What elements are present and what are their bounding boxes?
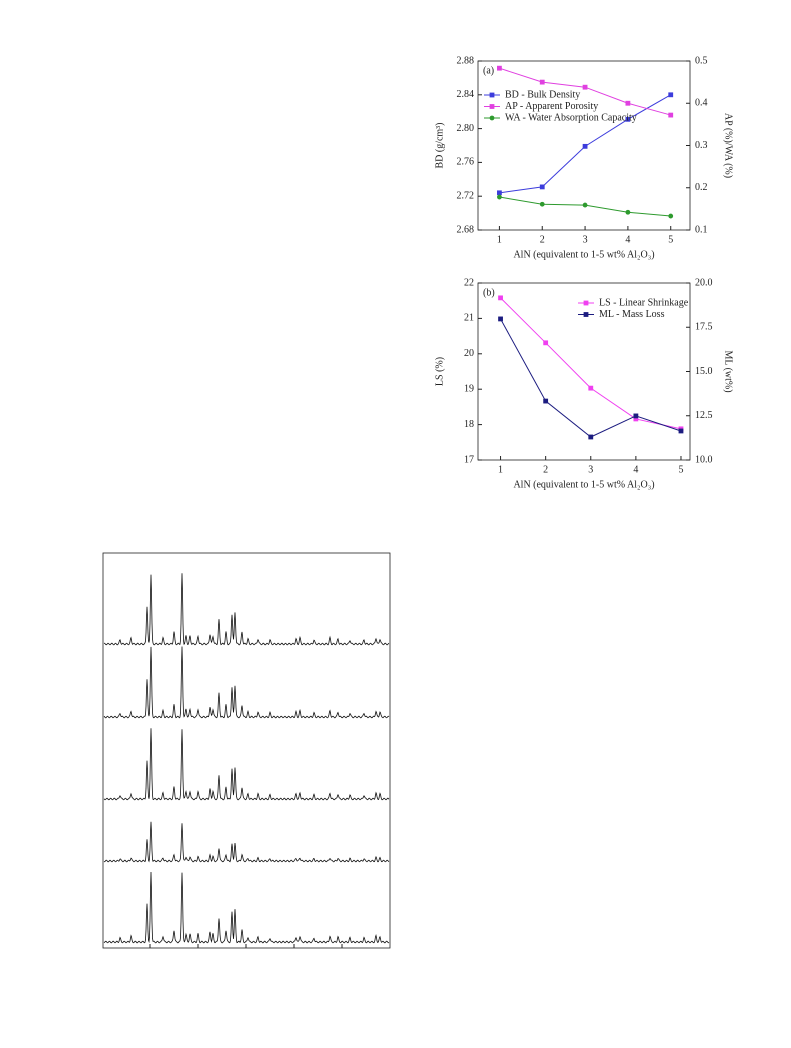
y2-tick-label: 0.5: [695, 55, 708, 66]
x-tick-label: 1: [498, 464, 503, 475]
legend-label: ML - Mass Loss: [599, 309, 665, 320]
marker: [668, 112, 674, 118]
y-tick-label: 18: [464, 419, 474, 430]
marker: [498, 295, 503, 301]
marker: [497, 65, 502, 71]
y-tick-label: 20: [464, 348, 474, 359]
marker: [625, 116, 631, 122]
x-tick-label: 5: [668, 234, 673, 245]
marker: [582, 84, 588, 90]
legend-label: LS - Linear Shrinkage: [599, 297, 689, 308]
marker: [543, 340, 549, 346]
y-tick-label: 21: [464, 313, 474, 324]
y2-tick-label: 12.5: [695, 410, 713, 421]
y-tick-label: 22: [464, 277, 474, 288]
xrd-patterns: [103, 573, 390, 948]
marker: [633, 416, 639, 422]
x-axis-label: AlN (equivalent to 1-5 wt% Al₂O₃): [513, 249, 654, 260]
marker: [633, 413, 639, 419]
y2-tick-label: 0.1: [695, 224, 708, 235]
x-axis-label: AlN (equivalent to 1-5 wt% Al₂O₃): [513, 479, 654, 490]
marker: [668, 92, 674, 98]
y-tick-label: 2.88: [457, 55, 475, 66]
marker: [625, 209, 631, 215]
xrd-pattern: [103, 728, 390, 801]
y-axis-label: BD (g/cm³): [434, 122, 445, 168]
legend-label: WA - Water Absorption Capacity: [505, 112, 637, 123]
legend-marker: [583, 312, 589, 317]
x-tick-label: 5: [678, 464, 683, 475]
marker: [582, 143, 588, 149]
panel-label: (b): [483, 287, 495, 298]
y-tick-label: 2.68: [457, 224, 475, 235]
y2-tick-label: 0.3: [695, 140, 708, 151]
legend-label: BD - Bulk Density: [505, 89, 580, 100]
marker: [678, 428, 684, 434]
marker: [543, 398, 549, 404]
xrd-frame: [102, 552, 391, 949]
x-tick-label: 2: [540, 234, 545, 245]
x-tick-label: 2: [543, 464, 548, 475]
x-tick-label: 3: [588, 464, 593, 475]
y-tick-label: 2.76: [457, 157, 475, 168]
marker: [582, 202, 588, 208]
y2-tick-label: 17.5: [695, 322, 713, 333]
y2-tick-label: 0.2: [695, 182, 708, 193]
legend-marker: [583, 300, 589, 306]
legend-label: AP - Apparent Porosity: [505, 101, 598, 112]
marker: [588, 385, 594, 391]
legend-marker: [489, 115, 495, 121]
y2-tick-label: 20.0: [695, 277, 713, 288]
x-tick-label: 3: [583, 234, 588, 245]
xrd-pattern: [103, 573, 390, 646]
y2-axis-label: ML (wt%): [723, 350, 734, 392]
x-tick-label: 4: [633, 464, 638, 475]
xrd-pattern: [103, 871, 390, 944]
panel-label: (a): [483, 65, 494, 76]
xrd-pattern: [103, 646, 390, 719]
legend-marker: [489, 104, 495, 109]
marker: [539, 201, 545, 207]
y2-tick-label: 10.0: [695, 454, 713, 465]
y-tick-label: 17: [464, 454, 474, 465]
marker: [497, 190, 502, 196]
y2-tick-label: 0.4: [695, 98, 708, 109]
y-tick-label: 19: [464, 383, 474, 394]
legend-marker: [489, 92, 495, 98]
x-tick-label: 1: [497, 234, 502, 245]
marker: [668, 213, 674, 219]
marker: [497, 194, 502, 200]
y-axis-label: LS (%): [434, 357, 445, 386]
marker: [539, 184, 545, 190]
x-tick-label: 4: [625, 234, 630, 245]
marker: [498, 316, 503, 322]
xrd-pattern: [103, 821, 390, 863]
y2-axis-label: AP (%)/WA (%): [723, 113, 734, 178]
y2-tick-label: 15.0: [695, 366, 713, 377]
marker: [625, 100, 631, 106]
marker: [588, 434, 594, 440]
marker: [539, 79, 545, 85]
y-tick-label: 2.84: [457, 89, 475, 100]
y-tick-label: 2.72: [457, 190, 475, 201]
y-tick-label: 2.80: [457, 123, 475, 134]
series-line: [500, 318, 682, 438]
